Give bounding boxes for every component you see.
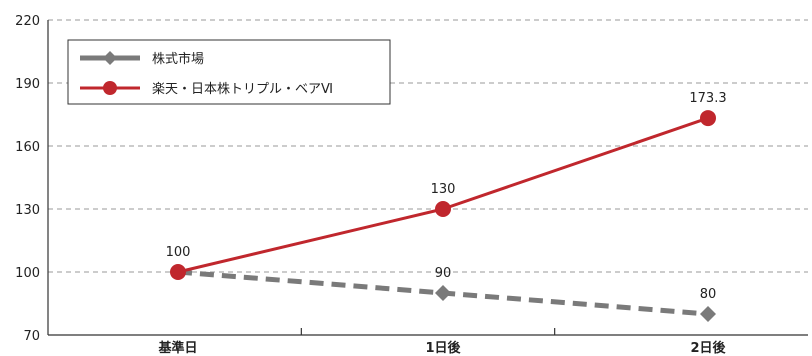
data-point bbox=[435, 285, 451, 301]
data-label: 173.3 bbox=[689, 91, 726, 106]
x-axis-ticks: 基準日 1日後 2日後 bbox=[157, 340, 726, 356]
legend-marker bbox=[103, 81, 117, 95]
y-tick-label: 190 bbox=[15, 77, 40, 92]
x-tick-label: 1日後 bbox=[425, 340, 461, 356]
y-tick-label: 130 bbox=[15, 203, 40, 218]
y-tick-label: 70 bbox=[23, 329, 40, 344]
data-labels: 90 80 100 130 173.3 bbox=[166, 91, 727, 302]
y-tick-label: 160 bbox=[15, 140, 40, 155]
legend-label: 楽天・日本株トリプル・ベアⅥ bbox=[152, 81, 333, 97]
data-point bbox=[435, 201, 451, 217]
legend-label: 株式市場 bbox=[152, 51, 204, 67]
data-point bbox=[700, 306, 716, 322]
y-tick-label: 220 bbox=[15, 14, 40, 29]
data-label: 80 bbox=[700, 287, 717, 302]
axes bbox=[47, 20, 808, 336]
data-point bbox=[170, 264, 186, 280]
data-label: 90 bbox=[435, 266, 452, 281]
data-point bbox=[700, 110, 716, 127]
data-label: 130 bbox=[431, 182, 456, 197]
series-layer bbox=[170, 110, 716, 322]
x-tick-label: 2日後 bbox=[690, 340, 726, 356]
legend-marker bbox=[103, 51, 117, 65]
legend-box bbox=[67, 39, 391, 105]
y-tick-label: 100 bbox=[15, 266, 40, 281]
y-axis-ticks: 70 100 130 160 190 220 bbox=[15, 14, 40, 344]
x-tick-label: 基準日 bbox=[157, 340, 197, 356]
data-label: 100 bbox=[166, 245, 191, 260]
